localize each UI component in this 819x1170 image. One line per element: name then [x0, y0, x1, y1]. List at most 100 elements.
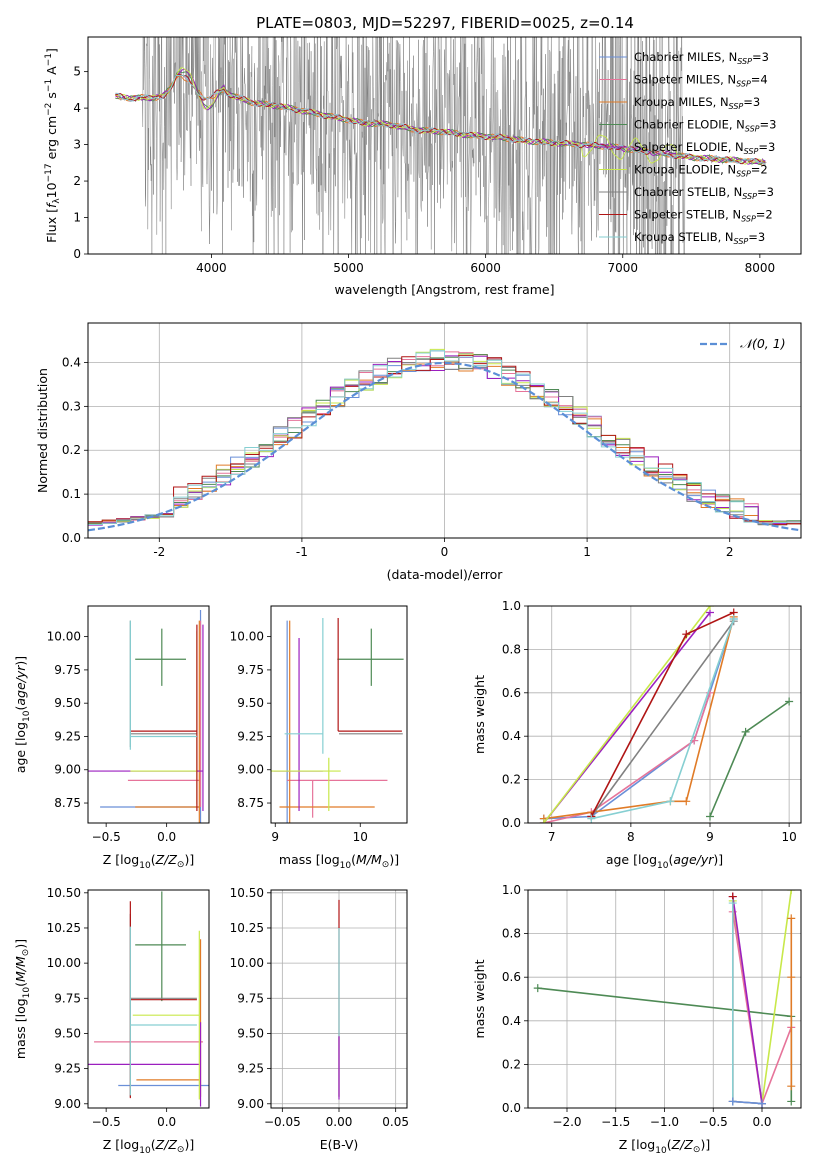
label-part: )]: [184, 1137, 194, 1152]
axes-frame: [87, 322, 802, 539]
label-part: =3: [758, 140, 775, 154]
y-tick-label: 0.8: [502, 927, 521, 941]
axes-frame: [270, 605, 408, 824]
label-part: =4: [751, 73, 768, 87]
x-tick-label: 8: [627, 830, 635, 844]
label-part: (: [668, 852, 673, 867]
y-tick-label: 9.50: [54, 696, 81, 710]
y-axis-label: mass [log10(M/M⊙)]: [13, 939, 32, 1059]
x-tick-label: 1: [583, 545, 591, 559]
axes-frame: [87, 36, 802, 255]
x-tick-label: 0.0: [752, 1115, 771, 1129]
label-part: Chabrier MILES, N: [634, 50, 737, 64]
label-part: −1: [44, 53, 54, 66]
age_vs_Z-plot-area: [88, 609, 204, 823]
label-part: =3: [743, 95, 760, 109]
label-part: (: [151, 852, 156, 867]
x-axis-label: Z [log10(Z/Z⊙)]: [619, 1137, 710, 1156]
x-tick-label: -1: [296, 545, 308, 559]
label-part: ⊙: [21, 949, 31, 957]
x-tick-label: −0.5: [92, 830, 121, 844]
legend-entry: Kroupa STELIB, NSSP=3: [634, 230, 765, 246]
series-marker-kroupa_stelib: [728, 899, 737, 908]
x-axis-label: E(B-V): [320, 1137, 359, 1152]
label-part: )]: [713, 852, 723, 867]
label-part: SSP: [736, 170, 751, 179]
label-part: ]: [44, 48, 59, 53]
label-part: A: [44, 66, 59, 79]
y-tick-label: 0: [73, 247, 81, 261]
y-axis-label: Normed distribution: [35, 368, 50, 493]
label-part: (: [351, 852, 356, 867]
label-part: Flux [: [44, 208, 59, 243]
label-part: −1: [44, 79, 54, 92]
x-tick-label: 0.00: [326, 1115, 353, 1129]
mass_vs_Z-plot-area: [88, 891, 209, 1107]
label-part: Z [log: [619, 1137, 655, 1152]
y-tick-label: 10.25: [47, 921, 81, 935]
y-tick-label: 9.00: [237, 1097, 264, 1111]
y-tick-label: 2: [73, 174, 81, 188]
label-part: SSP: [744, 147, 759, 156]
y-tick-label: 9.00: [54, 1097, 81, 1111]
label-part: age [log: [606, 852, 657, 867]
y-tick-label: 10.00: [230, 630, 264, 644]
y-tick-label: 10.50: [230, 886, 264, 900]
legend-entry: 𝒩(0, 1): [740, 336, 786, 351]
massweight_vs_age-plot-area: [539, 606, 794, 823]
y-tick-label: 0.0: [62, 531, 81, 545]
label-part: Z/Z: [671, 1137, 694, 1152]
x-tick-label: 0.0: [157, 830, 176, 844]
label-part: (: [667, 1137, 672, 1152]
spectrum-data-line: [115, 37, 767, 254]
y-tick-label: 0.3: [62, 399, 81, 413]
label-part: ⊙: [177, 1145, 185, 1155]
label-part: )]: [13, 656, 28, 666]
y-tick-label: 5: [73, 65, 81, 79]
label-part: =3: [760, 118, 777, 132]
spectrum-model-line-salpeter_stelib: [115, 73, 766, 165]
x-tick-label: 10: [353, 830, 368, 844]
x-tick-label: 7000: [607, 261, 638, 275]
label-part: 10: [22, 710, 32, 722]
label-part: 10: [139, 1146, 151, 1156]
y-tick-label: 0.6: [502, 970, 521, 984]
series-marker-kroupa_elodie: [787, 890, 796, 894]
y-tick-label: 9.75: [237, 991, 264, 1005]
y-tick-label: 0.2: [502, 773, 521, 787]
label-part: Z [log: [103, 1137, 139, 1152]
legend-entry: Salpeter MILES, NSSP=4: [634, 73, 768, 89]
y-tick-label: 0.4: [502, 729, 521, 743]
mass_vs_Z-panel: −0.5 0.0 9.00 9.25 9.50 9.75 10.00 10.25 10.50 Z …: [13, 886, 210, 1156]
residual-hist-salpeter_stelib: [88, 354, 801, 526]
label-part: Chabrier ELODIE, N: [634, 118, 745, 132]
label-part: age/yr: [13, 665, 28, 706]
x-tick-label: 0.05: [382, 1115, 409, 1129]
y-tick-label: 8.75: [54, 796, 81, 810]
label-part: mass [log: [279, 852, 340, 867]
label-part: )]: [13, 939, 28, 949]
y-tick-label: 0.4: [502, 1014, 521, 1028]
axes-frame: [87, 889, 210, 1109]
series-marker-kroupa_miles: [787, 973, 796, 982]
series-marker-chabrier_elodie: [785, 697, 794, 706]
series-marker-chabrier_elodie: [741, 727, 750, 736]
x-axis-label: mass [log10(M/M⊙)]: [279, 852, 399, 871]
series-marker-kroupa_stelib: [729, 615, 738, 624]
label-part: −2: [44, 103, 54, 116]
label-part: SSP: [737, 57, 752, 66]
y-tick-label: 1.0: [502, 883, 521, 897]
x-tick-label: −0.5: [699, 1115, 728, 1129]
label-part: ⊙: [382, 860, 390, 870]
y-tick-label: 8.75: [237, 796, 264, 810]
series-line-salpeter_miles: [543, 692, 711, 823]
y-tick-label: 10.00: [47, 956, 81, 970]
y-tick-label: 9.00: [237, 763, 264, 777]
y-tick-label: 9.75: [54, 991, 81, 1005]
x-tick-label: 8000: [745, 261, 776, 275]
series-marker-chabrier_elodie: [787, 1097, 796, 1106]
series-marker-kroupa_elodie: [539, 819, 548, 823]
